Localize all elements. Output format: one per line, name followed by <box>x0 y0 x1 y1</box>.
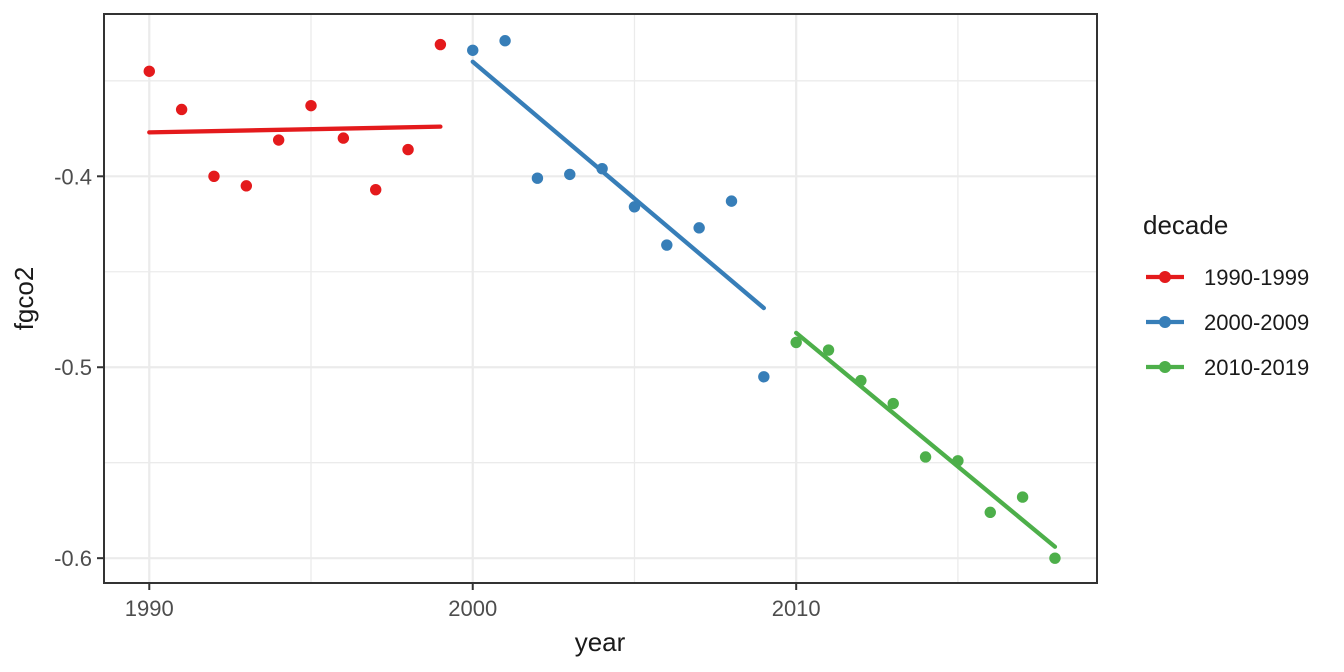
data-point <box>758 371 770 383</box>
y-tick-label: -0.4 <box>54 164 92 189</box>
legend-key-point <box>1159 271 1171 283</box>
data-point <box>240 180 253 192</box>
y-axis-title: fgco2 <box>9 267 39 331</box>
trend-lines-layer <box>147 59 1058 549</box>
data-point <box>822 344 835 356</box>
data-point <box>499 35 511 47</box>
data-point <box>984 506 996 519</box>
data-point <box>208 170 220 182</box>
axis-ticks <box>97 175 798 590</box>
trend-line <box>794 330 1058 549</box>
legend-title: decade <box>1143 210 1228 240</box>
major-gridlines <box>104 14 1097 583</box>
data-points-layer <box>143 35 1061 564</box>
data-point <box>564 168 576 181</box>
legend-key-point <box>1159 361 1171 373</box>
data-point <box>370 183 382 196</box>
legend-entry-label: 2010-2019 <box>1204 355 1309 380</box>
data-point <box>790 336 802 349</box>
data-point <box>1049 552 1061 564</box>
trend-line <box>470 59 766 311</box>
data-point <box>693 222 705 234</box>
legend-entries: 1990-1999 2000-2009 2010-2019 <box>1146 265 1309 380</box>
x-axis-title: year <box>575 627 626 657</box>
y-tick-label: -0.6 <box>54 546 92 571</box>
data-point <box>272 134 285 146</box>
x-tick-label: 2010 <box>772 596 821 621</box>
x-axis-tick-labels: 1990 2000 2010 <box>125 596 821 621</box>
data-point <box>467 44 479 56</box>
y-axis-tick-labels: -0.4 -0.5 -0.6 <box>54 164 92 571</box>
data-point <box>143 65 155 77</box>
data-point <box>305 99 317 112</box>
data-point <box>628 201 641 213</box>
data-point <box>725 195 738 207</box>
legend-key-point <box>1159 316 1171 328</box>
data-point <box>175 103 188 116</box>
legend-entry-label: 1990-1999 <box>1204 265 1309 290</box>
data-point <box>1016 491 1029 503</box>
legend-entry-label: 2000-2009 <box>1204 310 1309 335</box>
data-point <box>337 132 350 144</box>
data-point <box>887 397 899 410</box>
x-tick-label: 2000 <box>448 596 497 621</box>
data-point <box>531 172 544 184</box>
trend-line <box>147 124 443 135</box>
legend: decade 1990-1999 2000-2009 2010-2019 <box>1143 210 1309 380</box>
data-point <box>434 38 447 51</box>
data-point <box>919 451 932 463</box>
panel-border <box>103 13 1098 584</box>
y-tick-label: -0.5 <box>54 355 92 380</box>
minor-gridlines <box>104 14 1097 583</box>
data-point <box>402 143 414 156</box>
x-tick-label: 1990 <box>125 596 174 621</box>
data-point <box>661 239 673 251</box>
